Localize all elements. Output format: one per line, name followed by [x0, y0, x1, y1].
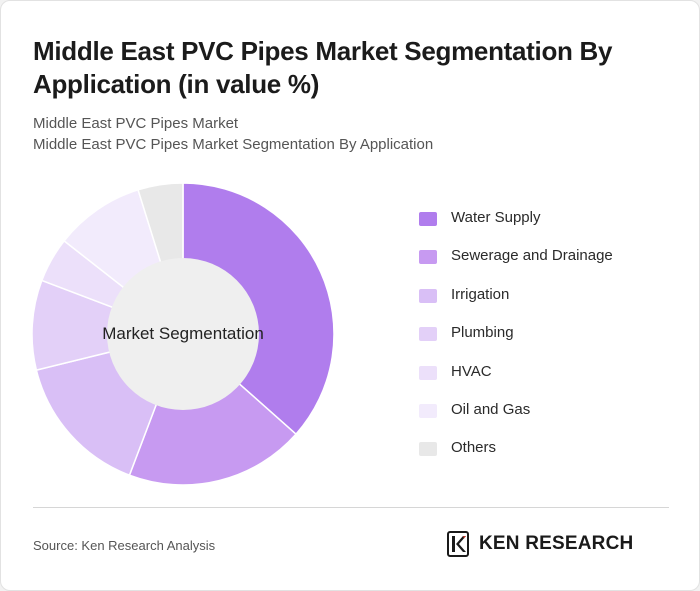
legend-label: Others: [451, 439, 497, 457]
legend-swatch: [419, 327, 437, 342]
chart-subtitle-market: Middle East PVC Pipes Market: [33, 115, 239, 132]
legend-swatch: [419, 403, 437, 418]
ken-research-logo-icon: [447, 531, 469, 557]
chart-subtitle-segmentation: Middle East PVC Pipes Market Segmentatio…: [33, 136, 434, 153]
donut-hole: [107, 258, 259, 410]
source-note: Source: Ken Research Analysis: [33, 538, 216, 553]
chart-title: Middle East PVC Pipes Market Segmentatio…: [33, 36, 613, 99]
legend-label: Sewerage and Drainage: [451, 247, 613, 265]
legend-label: Water Supply: [451, 209, 541, 226]
donut-center-label: Market Segmentation: [102, 324, 264, 343]
legend-swatch: [419, 442, 437, 457]
ken-research-logo-text: KEN RESEARCH: [479, 533, 634, 554]
legend-label: Irrigation: [451, 285, 510, 303]
legend-label: HVAC: [451, 362, 492, 380]
legend-swatch: [419, 250, 437, 265]
legend-label: Plumbing: [451, 324, 514, 342]
ken-research-logo: KEN RESEARCH: [447, 529, 671, 559]
donut-chart: Market Segmentation: [31, 182, 335, 486]
legend-swatch: [419, 288, 437, 303]
legend-swatch: [419, 365, 437, 380]
legend-label: Oil and Gas: [451, 400, 531, 418]
footer-divider: [33, 507, 669, 508]
legend-swatch: [419, 212, 437, 226]
pie-slice-water-supply: [182, 182, 335, 436]
